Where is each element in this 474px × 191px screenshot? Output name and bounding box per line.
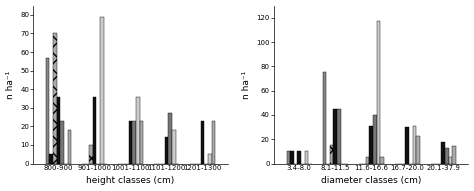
Bar [448, 157, 452, 163]
Bar [369, 126, 373, 163]
Bar [57, 97, 60, 163]
Bar [208, 154, 211, 163]
Bar [441, 142, 445, 163]
Bar [416, 136, 420, 163]
Bar [132, 121, 136, 163]
Bar [366, 157, 369, 163]
Bar [286, 151, 290, 163]
Bar [201, 121, 204, 163]
Bar [93, 97, 96, 163]
Bar [211, 121, 215, 163]
Y-axis label: n ha⁻¹: n ha⁻¹ [242, 70, 251, 99]
Bar [337, 109, 340, 163]
Bar [290, 151, 294, 163]
Bar [165, 138, 168, 163]
Bar [380, 157, 384, 163]
Bar [49, 154, 53, 163]
Y-axis label: n ha⁻¹: n ha⁻¹ [6, 70, 15, 99]
Bar [405, 127, 409, 163]
Bar [53, 33, 57, 163]
Bar [304, 151, 308, 163]
Bar [60, 121, 64, 163]
Bar [129, 121, 132, 163]
Bar [67, 130, 71, 163]
Bar [376, 21, 380, 163]
Bar [373, 115, 376, 163]
Bar [139, 121, 143, 163]
Bar [330, 145, 333, 163]
Bar [89, 145, 93, 163]
Bar [172, 130, 175, 163]
Bar [445, 148, 448, 163]
Bar [412, 126, 416, 163]
Bar [322, 72, 326, 163]
Bar [333, 109, 337, 163]
Bar [452, 146, 456, 163]
Bar [136, 97, 139, 163]
X-axis label: diameter classes (cm): diameter classes (cm) [321, 176, 421, 185]
X-axis label: height classes (cm): height classes (cm) [86, 176, 174, 185]
Bar [297, 151, 301, 163]
Bar [100, 17, 103, 163]
Bar [168, 113, 172, 163]
Bar [46, 57, 49, 163]
